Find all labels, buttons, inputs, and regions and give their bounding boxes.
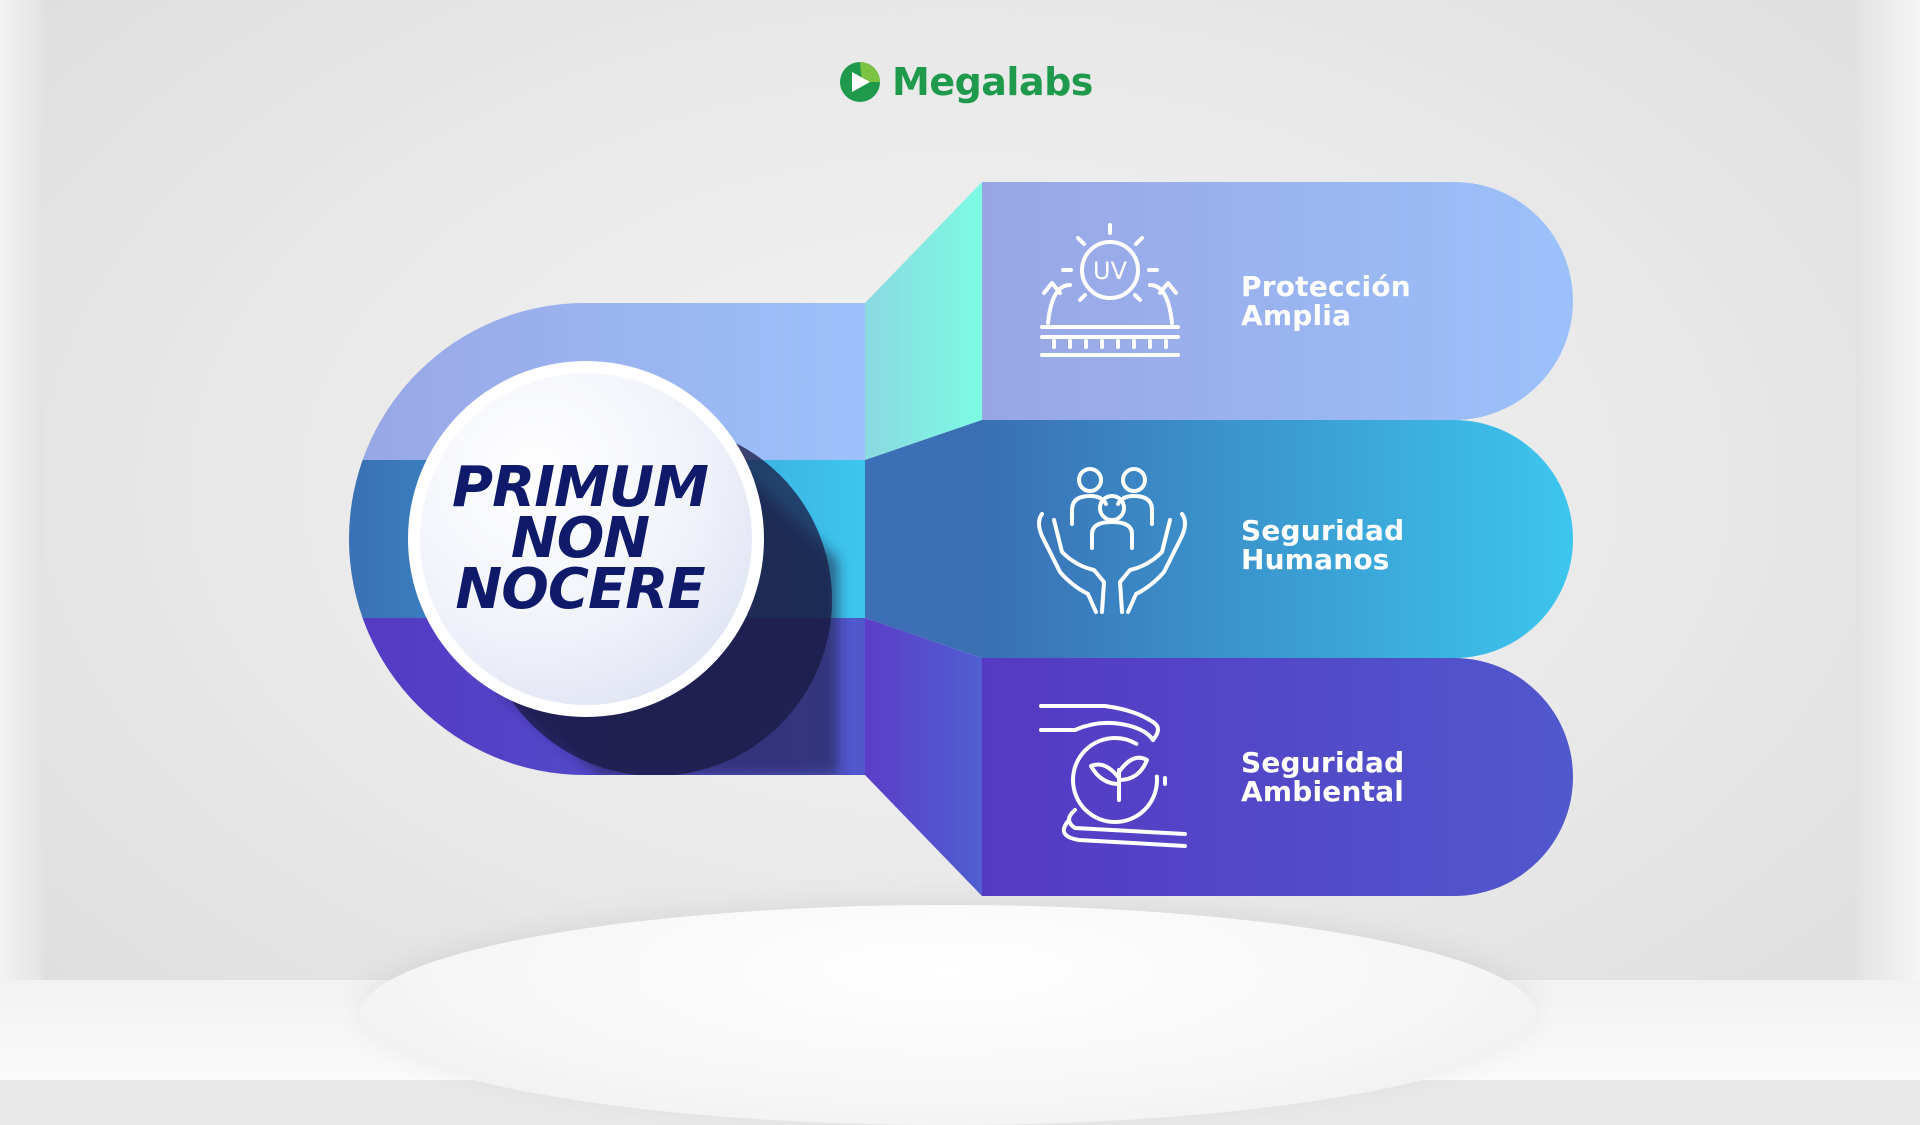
label-seguridad-humanos: Seguridad Humanos [1241, 516, 1404, 574]
label-ambiental-line-2: Ambiental [1241, 775, 1405, 808]
label-ambiental-line-1: Seguridad [1241, 746, 1405, 779]
brand-name: Megalabs [892, 60, 1093, 104]
bar-seguridad-humanos [982, 420, 1573, 658]
megalabs-logo-icon [840, 62, 880, 102]
center-title-line-3: NOCERE [455, 557, 705, 622]
bar-proteccion [982, 182, 1573, 420]
connector-top [865, 182, 982, 460]
center-title: PRIMUM NON NOCERE [410, 455, 750, 622]
label-proteccion-amplia: Protección Amplia [1241, 272, 1411, 330]
brand-logo: Megalabs [838, 56, 1093, 108]
connector-middle [865, 420, 982, 658]
label-proteccion-line-1: Protección [1241, 270, 1411, 303]
uv-protection-icon: UV [1040, 223, 1180, 357]
center-title-line-1: PRIMUM [452, 455, 709, 520]
svg-text:UV: UV [1093, 257, 1128, 285]
label-proteccion-line-2: Amplia [1241, 299, 1352, 332]
background-wall-left [0, 0, 44, 1030]
connector-bottom [865, 618, 982, 896]
label-humanos-line-2: Humanos [1241, 543, 1390, 576]
background-wall-right [1856, 0, 1920, 1030]
label-humanos-line-1: Seguridad [1241, 514, 1405, 547]
diagram-graphic [349, 182, 1573, 896]
hand-plant-globe-icon [1039, 704, 1187, 848]
center-title-line-2: NON [510, 506, 650, 571]
bar-seguridad-ambiental [982, 658, 1573, 896]
label-seguridad-ambiental: Seguridad Ambiental [1241, 748, 1404, 806]
hands-people-icon [1037, 467, 1187, 614]
